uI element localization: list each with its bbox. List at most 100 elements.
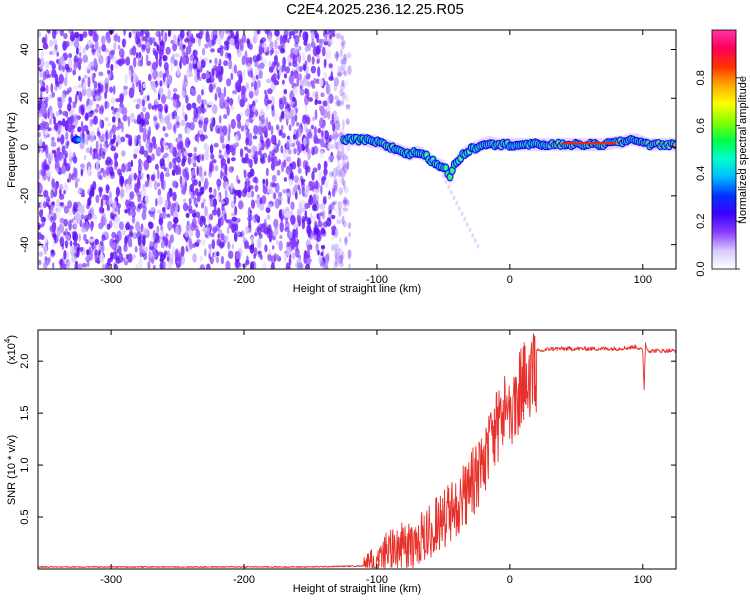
noise-blob [156, 225, 160, 234]
noise-blob [196, 136, 200, 144]
spectrogram-frame [37, 29, 677, 270]
noise-blob [194, 187, 199, 196]
spectrogram-x-label: Height of straight line (km) [293, 283, 421, 295]
ridge-inner [448, 174, 452, 180]
noise-blob [125, 199, 129, 208]
noise-blob [160, 240, 165, 249]
noise-blob [67, 124, 72, 133]
noise-blob [145, 141, 150, 150]
noise-blob [342, 79, 349, 88]
noise-blob [315, 188, 320, 193]
noise-blob [259, 203, 265, 211]
noise-blob [320, 184, 323, 195]
noise-blob [50, 189, 54, 199]
noise-blob [178, 252, 183, 263]
noise-blob [336, 171, 340, 177]
noise-blob [192, 212, 197, 218]
y-tick-label: -20 [19, 188, 31, 204]
noise-blob [38, 132, 41, 138]
noise-blob [344, 95, 350, 102]
noise-blob [112, 85, 116, 95]
noise-blob [272, 245, 275, 250]
noise-blob [214, 164, 219, 172]
noise-blob [54, 85, 58, 91]
noise-blob [127, 253, 133, 263]
noise-blob [172, 92, 177, 100]
noise-blob [196, 69, 200, 80]
noise-blob [288, 124, 292, 132]
noise-blob [159, 80, 163, 87]
noise-blob [139, 226, 143, 234]
noise-blob [321, 176, 325, 186]
noise-blob [72, 69, 77, 76]
noise-blob [57, 96, 63, 102]
noise-blob [316, 213, 320, 220]
noise-blob [118, 48, 125, 58]
noise-blob [138, 257, 143, 269]
noise-blob [294, 191, 298, 200]
noise-blob [133, 148, 139, 155]
noise-blob [204, 226, 210, 236]
noise-blob [176, 65, 181, 76]
noise-blob [139, 123, 144, 133]
noise-blob [151, 249, 157, 260]
noise-blob [288, 257, 292, 266]
noise-blob [342, 154, 348, 161]
noise-blob [307, 131, 312, 139]
noise-blob [326, 111, 331, 120]
noise-blob [191, 102, 197, 109]
noise-blob [133, 56, 137, 68]
noise-blob [220, 157, 226, 167]
noise-blob [218, 58, 222, 67]
noise-blob [128, 87, 135, 99]
noise-blob [181, 255, 185, 265]
noise-blob [342, 219, 346, 229]
noise-blob [333, 137, 337, 147]
ridge-tail [460, 211, 464, 217]
noise-blob [275, 124, 280, 131]
noise-blob [59, 202, 64, 207]
noise-blob [201, 154, 205, 162]
noise-blob [140, 199, 147, 209]
ridge-tail [455, 200, 459, 206]
noise-blob [43, 244, 48, 255]
noise-blob [236, 30, 239, 35]
noise-blob [214, 92, 218, 101]
noise-blob [252, 55, 258, 63]
noise-blob [135, 103, 140, 110]
noise-blob [277, 139, 281, 147]
noise-blob [61, 93, 66, 103]
noise-blob [222, 171, 228, 178]
noise-blob [224, 40, 229, 46]
noise-blob [137, 166, 143, 172]
noise-blob [211, 159, 217, 164]
noise-blob [243, 169, 247, 179]
noise-blob [254, 150, 258, 158]
noise-blob [85, 221, 89, 232]
noise-blob [228, 185, 231, 191]
noise-blob [148, 156, 152, 164]
noise-blob [151, 80, 156, 91]
noise-blob [151, 61, 158, 71]
noise-blob [193, 152, 197, 163]
noise-blob [146, 174, 150, 179]
noise-blob [289, 31, 292, 40]
noise-blob [61, 145, 66, 155]
noise-blob [338, 208, 342, 218]
noise-blob [225, 260, 231, 269]
noise-blob [265, 178, 269, 187]
noise-blob [254, 232, 258, 237]
noise-blob [121, 122, 124, 133]
noise-blob [145, 30, 149, 33]
noise-blob [65, 90, 70, 95]
noise-blob [319, 150, 324, 159]
noise-blob [279, 235, 283, 239]
noise-blob [320, 130, 324, 138]
noise-blob [52, 39, 58, 46]
noise-blob [101, 44, 107, 52]
noise-blob [45, 84, 49, 94]
noise-blob [112, 116, 116, 123]
noise-blob [262, 185, 268, 195]
noise-blob [97, 46, 102, 55]
noise-blob [87, 76, 91, 88]
